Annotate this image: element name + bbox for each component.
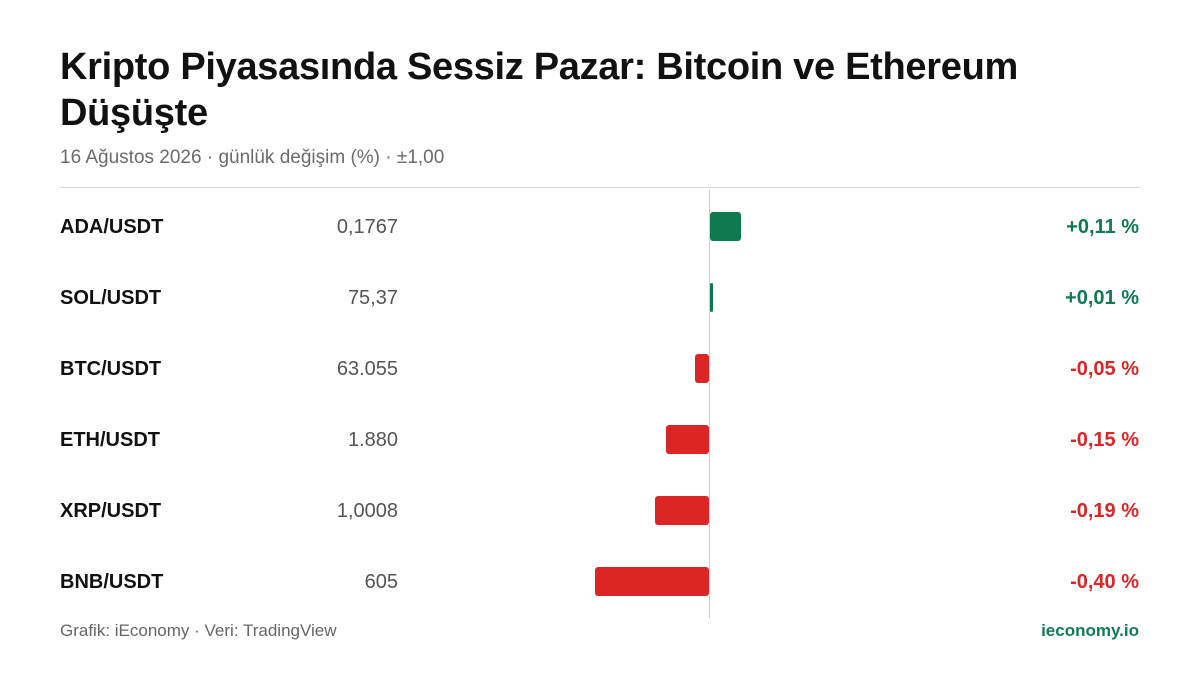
zero-axis-line <box>709 190 710 618</box>
price-value: 1,0008 <box>336 500 398 522</box>
change-label: +0,01 % <box>1065 287 1139 309</box>
header-divider <box>60 187 1140 188</box>
price-value: 0,1767 <box>336 216 398 238</box>
table-row: SOL/USDT 75,37 +0,01 % <box>0 278 1200 318</box>
price-value: 605 <box>364 571 398 593</box>
change-label: -0,15 % <box>1070 429 1139 451</box>
pair-label: XRP/USDT <box>60 500 162 522</box>
table-row: XRP/USDT 1,0008 -0,19 % <box>0 491 1200 531</box>
change-bar <box>710 212 742 241</box>
price-value: 75,37 <box>347 287 398 309</box>
change-label: -0,05 % <box>1070 358 1139 380</box>
chart-subtitle: 16 Ağustos 2026 · günlük değişim (%) · ±… <box>60 147 445 168</box>
table-row: BNB/USDT 605 -0,40 % <box>0 562 1200 602</box>
pair-label: SOL/USDT <box>60 287 162 309</box>
pair-label: ADA/USDT <box>60 216 164 238</box>
table-row: ETH/USDT 1.880 -0,15 % <box>0 420 1200 460</box>
change-bar <box>666 425 709 454</box>
change-label: -0,40 % <box>1070 571 1139 593</box>
pair-label: ETH/USDT <box>60 429 160 451</box>
pair-label: BTC/USDT <box>60 358 162 380</box>
price-value: 63.055 <box>336 358 398 380</box>
change-label: -0,19 % <box>1070 500 1139 522</box>
table-row: BTC/USDT 63.055 -0,05 % <box>0 349 1200 389</box>
change-bar <box>694 354 709 383</box>
pair-label: BNB/USDT <box>60 571 164 593</box>
change-bar <box>654 496 709 525</box>
brand-link[interactable]: ieconomy.io <box>1041 621 1139 640</box>
chart-title: Kripto Piyasasında Sessiz Pazar: Bitcoin… <box>60 46 1018 134</box>
table-row: ADA/USDT 0,1767 +0,11 % <box>0 207 1200 247</box>
change-label: +0,11 % <box>1066 216 1139 238</box>
change-bar <box>595 567 709 596</box>
source-credit: Grafik: iEconomy · Veri: TradingView <box>60 621 337 640</box>
change-bar <box>710 283 713 312</box>
price-value: 1.880 <box>347 429 398 451</box>
